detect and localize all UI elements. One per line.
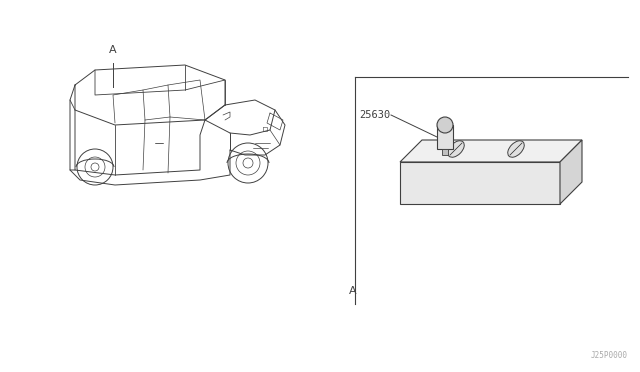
Polygon shape	[400, 162, 560, 204]
Ellipse shape	[448, 141, 464, 157]
Text: J25P0000: J25P0000	[591, 351, 628, 360]
Ellipse shape	[508, 141, 524, 157]
Text: A: A	[349, 286, 357, 296]
Polygon shape	[400, 140, 582, 162]
Bar	[442, 149, 448, 155]
Bar	[437, 125, 453, 149]
Text: 25630: 25630	[359, 110, 390, 120]
Polygon shape	[560, 140, 582, 204]
Text: A: A	[109, 45, 117, 55]
Circle shape	[437, 117, 453, 133]
